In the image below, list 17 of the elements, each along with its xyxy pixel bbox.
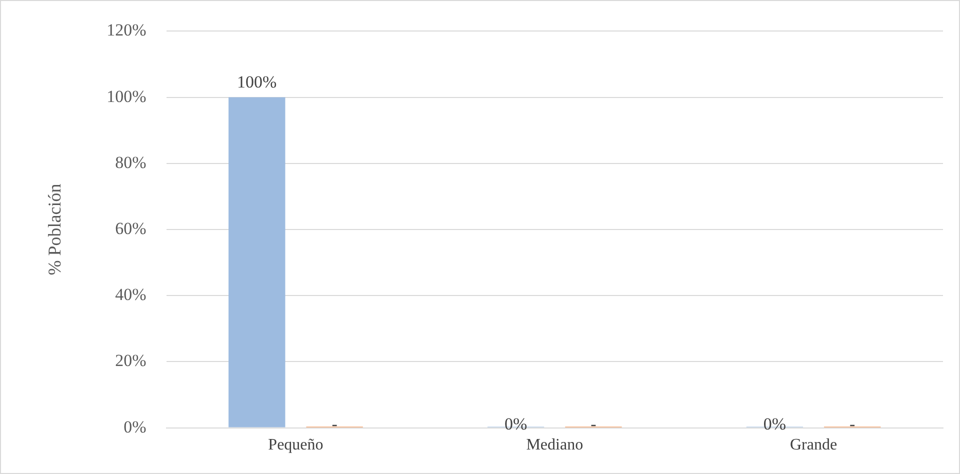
- y-axis-title: % Población: [44, 184, 65, 276]
- y-tick-label: 120%: [106, 20, 146, 40]
- data-label: -: [590, 414, 597, 434]
- x-tick-label: Grande: [790, 436, 838, 454]
- y-tick-label: 60%: [115, 218, 146, 238]
- y-tick-label: 0%: [124, 417, 146, 436]
- y-tick-label: 80%: [115, 152, 146, 172]
- y-tick-label: 40%: [115, 285, 146, 304]
- data-label: 0%: [504, 414, 528, 434]
- data-label: -: [850, 414, 856, 434]
- data-label: 100%: [237, 72, 277, 92]
- x-tick-label: Pequeño: [268, 436, 324, 454]
- data-label: -: [332, 414, 338, 434]
- y-tick-label: 100%: [106, 86, 146, 106]
- y-tick-label: 20%: [115, 351, 146, 370]
- data-label: 0%: [763, 414, 786, 434]
- x-tick-label: Mediano: [526, 436, 584, 454]
